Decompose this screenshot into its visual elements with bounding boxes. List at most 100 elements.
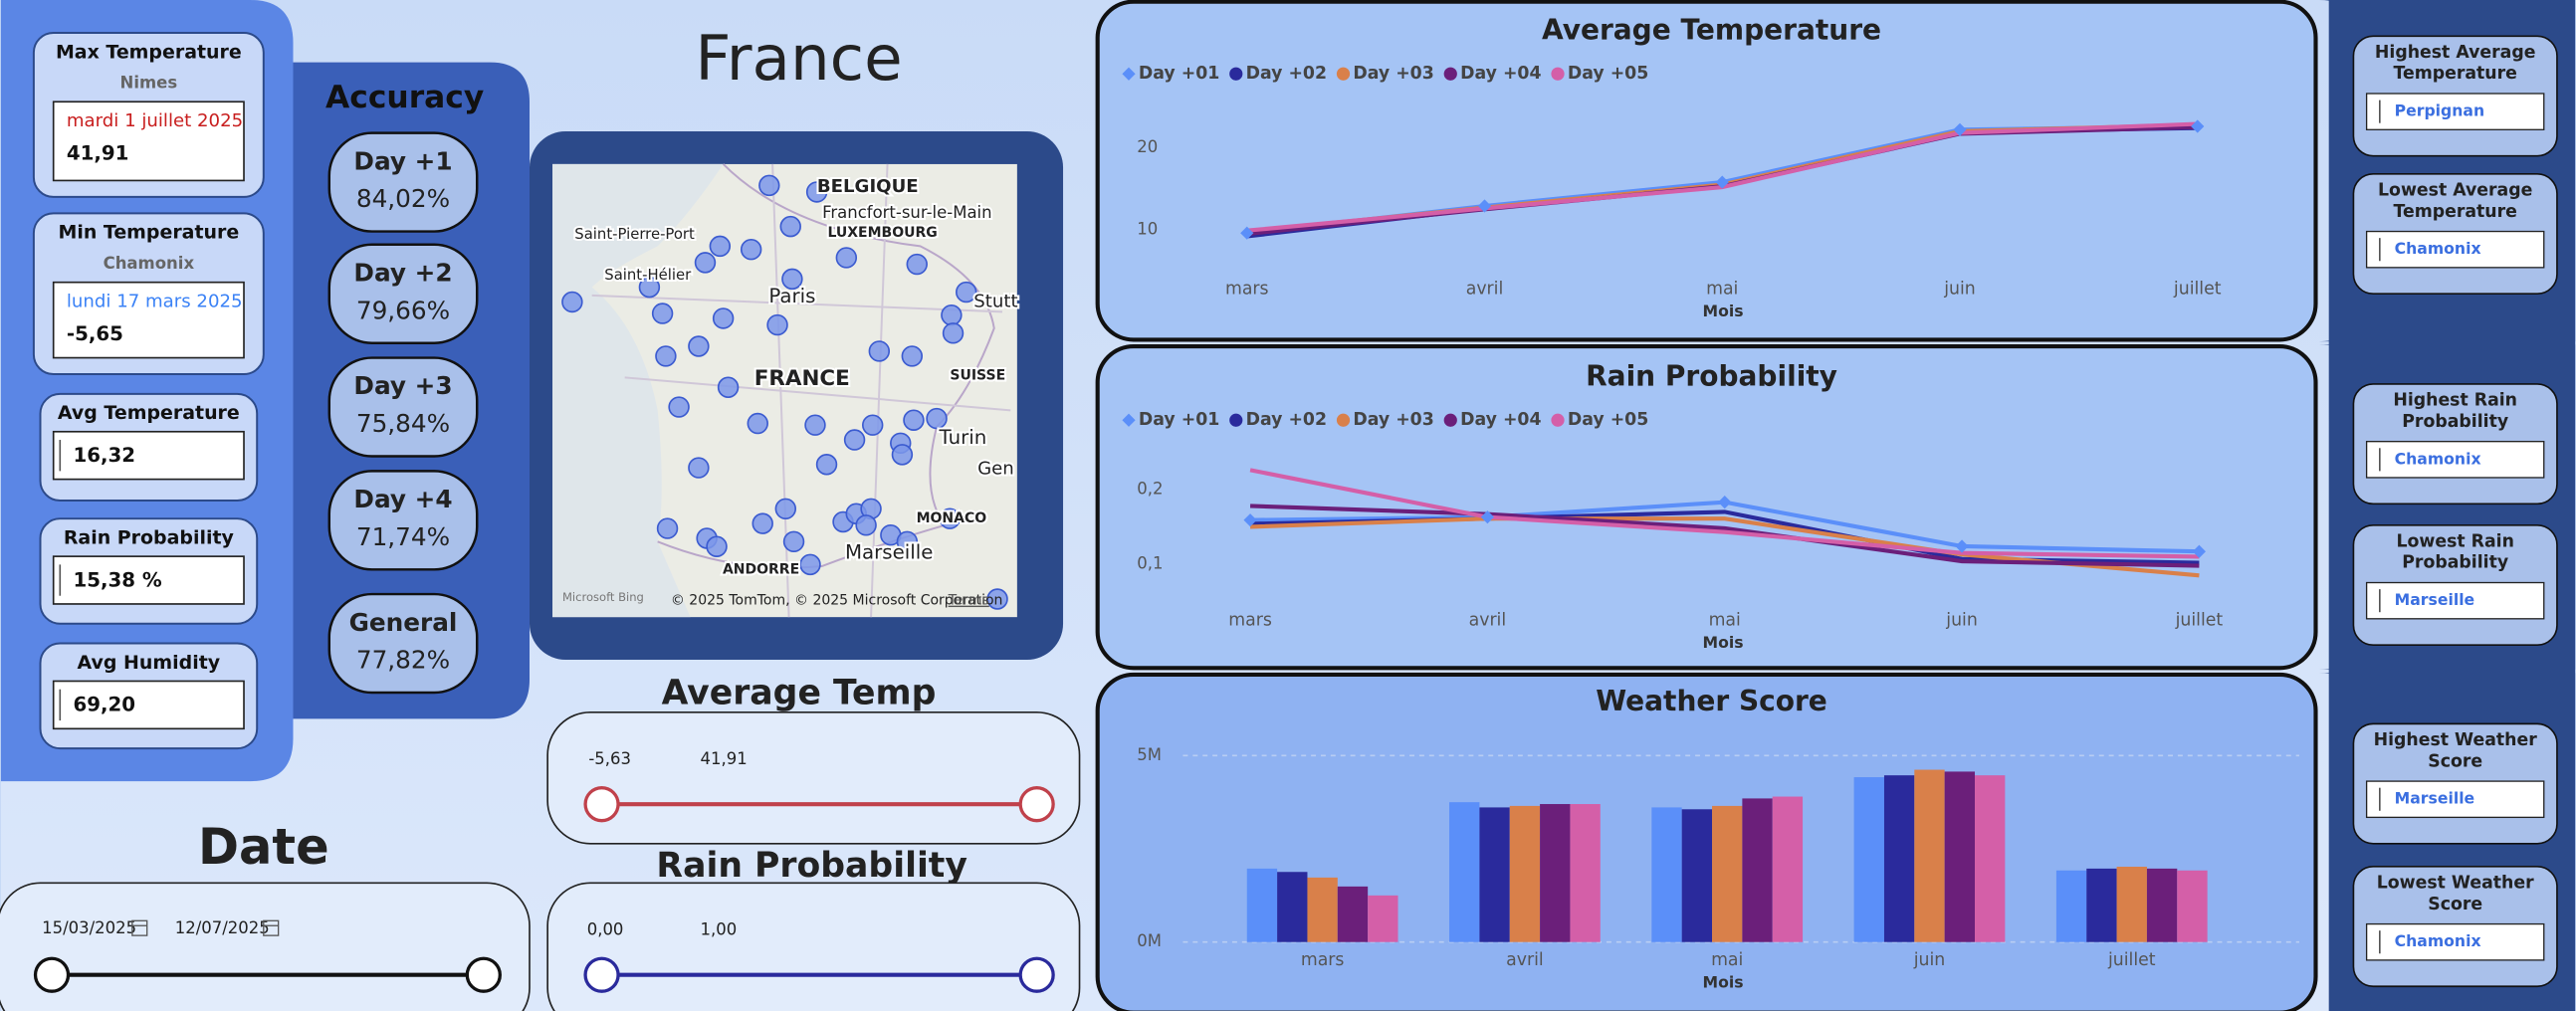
kpi-title: Max Temperature <box>56 41 242 63</box>
calendar-icon[interactable] <box>131 919 148 936</box>
map-label: SUISSE <box>950 368 1005 384</box>
map-label: Francfort-sur-le-Main <box>822 203 991 222</box>
line-series <box>1249 504 2200 568</box>
kpi-date: mardi 1 juillet 2025 <box>67 110 243 131</box>
y-tick-label: 20 <box>1137 137 1158 156</box>
legend-label: Day +01 <box>1139 64 1219 84</box>
bar <box>1479 807 1510 942</box>
bar <box>1277 872 1308 942</box>
line-marker <box>1715 175 1729 189</box>
accuracy-value: 79,66% <box>356 296 450 324</box>
ranking-title: Lowest Average <box>2378 180 2532 200</box>
slider-handle[interactable] <box>465 956 502 993</box>
map-point <box>986 588 1008 610</box>
kpi-value: 16,32 <box>73 444 135 467</box>
map-label: MONACO <box>917 510 987 526</box>
kpi-box <box>52 555 245 605</box>
legend-marker <box>1443 413 1457 427</box>
x-tick-label: juin <box>1945 610 1978 630</box>
legend-label: Day +05 <box>1568 410 1648 430</box>
map-point <box>688 457 710 479</box>
accuracy-pill <box>327 243 479 344</box>
ranking-title: Score <box>2428 751 2482 771</box>
map-point <box>781 268 803 291</box>
bar <box>1853 777 1884 942</box>
filter-title: Date <box>198 818 329 876</box>
accuracy-value: 75,84% <box>356 409 450 438</box>
calendar-icon[interactable] <box>263 919 280 936</box>
bar <box>2055 870 2087 942</box>
bar <box>1307 877 1338 942</box>
accuracy-value: 84,02% <box>356 184 450 213</box>
chart-title: Weather Score <box>1596 685 1827 717</box>
filter-max: 41,91 <box>701 749 748 768</box>
ranking-title: Highest Average <box>2375 43 2536 63</box>
map-point <box>766 313 788 336</box>
bar <box>1540 804 1571 942</box>
slider-handle[interactable] <box>1018 956 1055 993</box>
map-label: LUXEMBOURG <box>827 225 937 241</box>
line-marker <box>1955 539 1969 553</box>
map-label: Marseille <box>845 540 933 563</box>
map-label: Saint-Hélier <box>604 267 692 284</box>
accuracy-label: Day +2 <box>353 258 452 287</box>
bar <box>1246 868 1278 942</box>
legend-marker <box>1336 67 1351 81</box>
filter-min: -5,63 <box>588 749 631 768</box>
ranking-box <box>2365 441 2545 479</box>
ranking-box <box>2365 93 2545 130</box>
y-tick-label: 0,2 <box>1137 479 1163 498</box>
x-tick-label: avril <box>1466 279 1504 299</box>
map-label: Gen <box>977 459 1014 480</box>
map-label: Paris <box>768 285 815 307</box>
filter-title: Average Temp <box>662 674 937 713</box>
map-label: ANDORRE <box>723 561 799 577</box>
bar <box>1712 805 1743 942</box>
ranking-title: Probability <box>2402 412 2508 432</box>
map-label: Saint-Pierre-Port <box>574 226 695 243</box>
map-point <box>804 414 826 436</box>
map-point <box>939 507 961 529</box>
legend-marker <box>1551 413 1565 427</box>
slider-handle[interactable] <box>33 956 71 993</box>
map-point <box>779 215 801 238</box>
bar <box>1914 769 1945 942</box>
map-border <box>722 163 995 526</box>
map-point <box>861 414 884 436</box>
ranking-value: Marseille <box>2395 590 2475 609</box>
kpi-title: Avg Temperature <box>58 402 240 424</box>
ranking-title: Highest Rain <box>2393 390 2517 410</box>
map-point <box>956 281 977 303</box>
map-label: Stutt <box>973 291 1017 311</box>
accuracy-value: 71,74% <box>356 522 450 551</box>
slider-handle[interactable] <box>583 956 620 993</box>
legend-label: Day +03 <box>1353 64 1433 84</box>
slider-handle[interactable] <box>1018 786 1055 823</box>
x-tick-label: avril <box>1469 610 1507 630</box>
ranking-title: Lowest Weather <box>2377 873 2534 893</box>
filter-title: Rain Probability <box>656 846 967 886</box>
filter-card <box>546 882 1081 1011</box>
ranking-value: Chamonix <box>2395 931 2481 950</box>
kpi-box <box>52 680 245 730</box>
map-terms: Terms <box>948 593 989 609</box>
legend-marker <box>1443 67 1457 81</box>
ranking-title: Temperature <box>2393 64 2516 84</box>
filter-min: 0,00 <box>587 920 624 939</box>
x-tick-label: mai <box>1711 950 1743 970</box>
bar <box>1944 771 1976 942</box>
map-point <box>638 276 661 299</box>
map-provider: Microsoft Bing <box>562 590 644 604</box>
kpi-box <box>52 281 245 359</box>
accuracy-pill <box>327 356 479 458</box>
ranking-value: Perpignan <box>2395 101 2484 120</box>
x-axis-label: Mois <box>1703 302 1744 320</box>
accuracy-label: Day +1 <box>353 146 452 175</box>
legend-label: Day +02 <box>1246 64 1327 84</box>
kpi-title: Avg Humidity <box>78 652 221 674</box>
slider-handle[interactable] <box>583 786 620 823</box>
bar <box>1651 807 1682 942</box>
bar <box>1368 895 1398 942</box>
map-sea <box>552 163 724 618</box>
map-point <box>942 322 965 344</box>
